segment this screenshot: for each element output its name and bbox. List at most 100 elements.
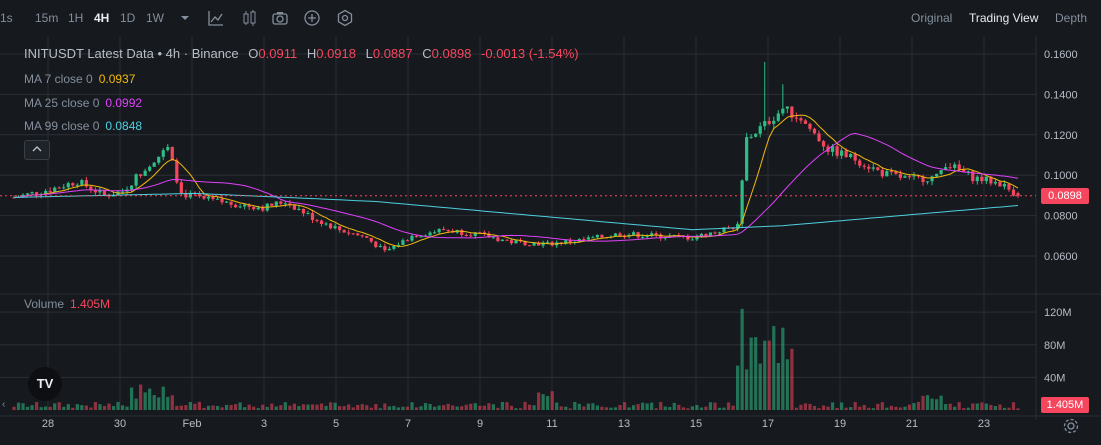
candle-body [912, 175, 916, 177]
candle-body [62, 187, 66, 189]
volume-bar [220, 407, 224, 410]
ma99-value: 0.0848 [105, 119, 143, 133]
tradingview-logo[interactable]: TV [28, 367, 62, 401]
candle-body [333, 226, 337, 229]
volume-bar [405, 406, 410, 410]
candle-body [48, 190, 52, 192]
candle-body [568, 240, 572, 243]
volume-bar [102, 406, 107, 410]
volume-bar [564, 406, 568, 410]
settings-hex-icon[interactable] [336, 9, 354, 27]
volume-bar [686, 408, 690, 410]
candle-body [89, 186, 93, 191]
timeframe-1h[interactable]: 1H [68, 11, 84, 25]
volume-bar [980, 402, 984, 410]
volume-bar [469, 403, 473, 410]
candle-body [799, 118, 803, 121]
collapse-legend-button[interactable] [24, 140, 50, 160]
gear-icon[interactable] [1062, 417, 1080, 435]
volume-bar [636, 404, 640, 410]
view-original[interactable]: Original [911, 11, 953, 25]
candle-body [668, 235, 672, 238]
candle-body [803, 120, 808, 124]
candle-body [30, 192, 34, 194]
volume-bar [659, 401, 663, 410]
time-tick-label: 9 [477, 418, 483, 430]
timeframe-15m[interactable]: 15m [35, 11, 59, 25]
candle-body [487, 233, 491, 238]
candle-body [708, 232, 713, 237]
candle-body [957, 164, 961, 170]
high-label: H [306, 46, 317, 61]
time-tick-label: 23 [978, 418, 990, 430]
view-trading-view[interactable]: Trading View [969, 11, 1039, 25]
price-tick-label: 0.1000 [1044, 170, 1078, 182]
volume-bar [885, 407, 889, 410]
chevron-up-icon [32, 146, 42, 152]
candle-body [21, 194, 25, 197]
timeframe-1w[interactable]: 1W [146, 11, 164, 25]
volume-bar [849, 407, 853, 410]
timeframe-4h[interactable]: 4H [94, 11, 110, 25]
volume-bar [338, 406, 342, 410]
candle-body [885, 171, 889, 177]
ma7-label: MA 7 close 0 [24, 72, 93, 86]
volume-bar [30, 405, 34, 410]
volume-bar [736, 365, 740, 410]
volume-bar [794, 407, 798, 410]
volume-bar [641, 402, 645, 410]
price-chart[interactable]: 0.1600 0.1400 0.1200 0.1000 0.0800 0.0600 120M… [0, 36, 1101, 445]
volume-bar [224, 404, 229, 410]
volume-bar [111, 406, 116, 410]
volume-bar [392, 405, 396, 410]
volume-bar [301, 404, 306, 410]
volume-bar [803, 403, 808, 410]
candle-body [25, 193, 30, 195]
volume-bar [645, 403, 649, 410]
candle-body [319, 220, 324, 225]
volume-bar [840, 402, 844, 410]
view-depth[interactable]: Depth [1055, 11, 1088, 25]
volume-tick-label: 80M [1044, 340, 1065, 352]
volume-bar [1002, 407, 1007, 410]
candle-body [953, 164, 957, 168]
volume-bar [211, 405, 215, 410]
chevron-down-icon[interactable] [176, 9, 194, 27]
ma25-value: 0.0992 [105, 96, 143, 110]
candle-body [446, 229, 450, 231]
candle-body [808, 123, 812, 129]
volume-bar [772, 326, 776, 410]
volume-bar [889, 405, 893, 410]
volume-bar [568, 408, 572, 410]
indicator-icon[interactable] [207, 9, 225, 27]
volume-bar [998, 404, 1002, 410]
volume-bar [618, 405, 622, 410]
candle-body [695, 237, 699, 240]
candle-body [663, 237, 667, 239]
candle-body [1002, 183, 1007, 187]
volume-bar [907, 404, 912, 410]
ma99-legend: MA 99 close 0 0.0848 [24, 119, 142, 133]
volume-bar [324, 405, 328, 410]
volume-bar [876, 403, 880, 410]
candle-body [686, 236, 690, 240]
volume-bar [125, 406, 129, 410]
scroll-left-icon[interactable]: ‹ [2, 399, 6, 410]
candle-body [754, 133, 758, 137]
volume-bar [446, 403, 450, 410]
chart-style-icon[interactable] [241, 9, 259, 27]
volume-bar [668, 406, 672, 410]
volume-bar [812, 405, 817, 410]
candle-body [464, 234, 468, 236]
candle-body [297, 208, 301, 210]
volume-bar [247, 404, 251, 410]
plus-circle-icon[interactable] [303, 9, 321, 27]
candle-body [342, 230, 346, 233]
timeframe-1d[interactable]: 1D [120, 11, 136, 25]
camera-icon[interactable] [271, 9, 289, 27]
timeframe-1s[interactable]: 1s [0, 11, 13, 25]
volume-bar [98, 404, 102, 410]
volume-bar [921, 395, 925, 410]
volume-bar [948, 403, 952, 410]
candle-body [292, 204, 296, 210]
